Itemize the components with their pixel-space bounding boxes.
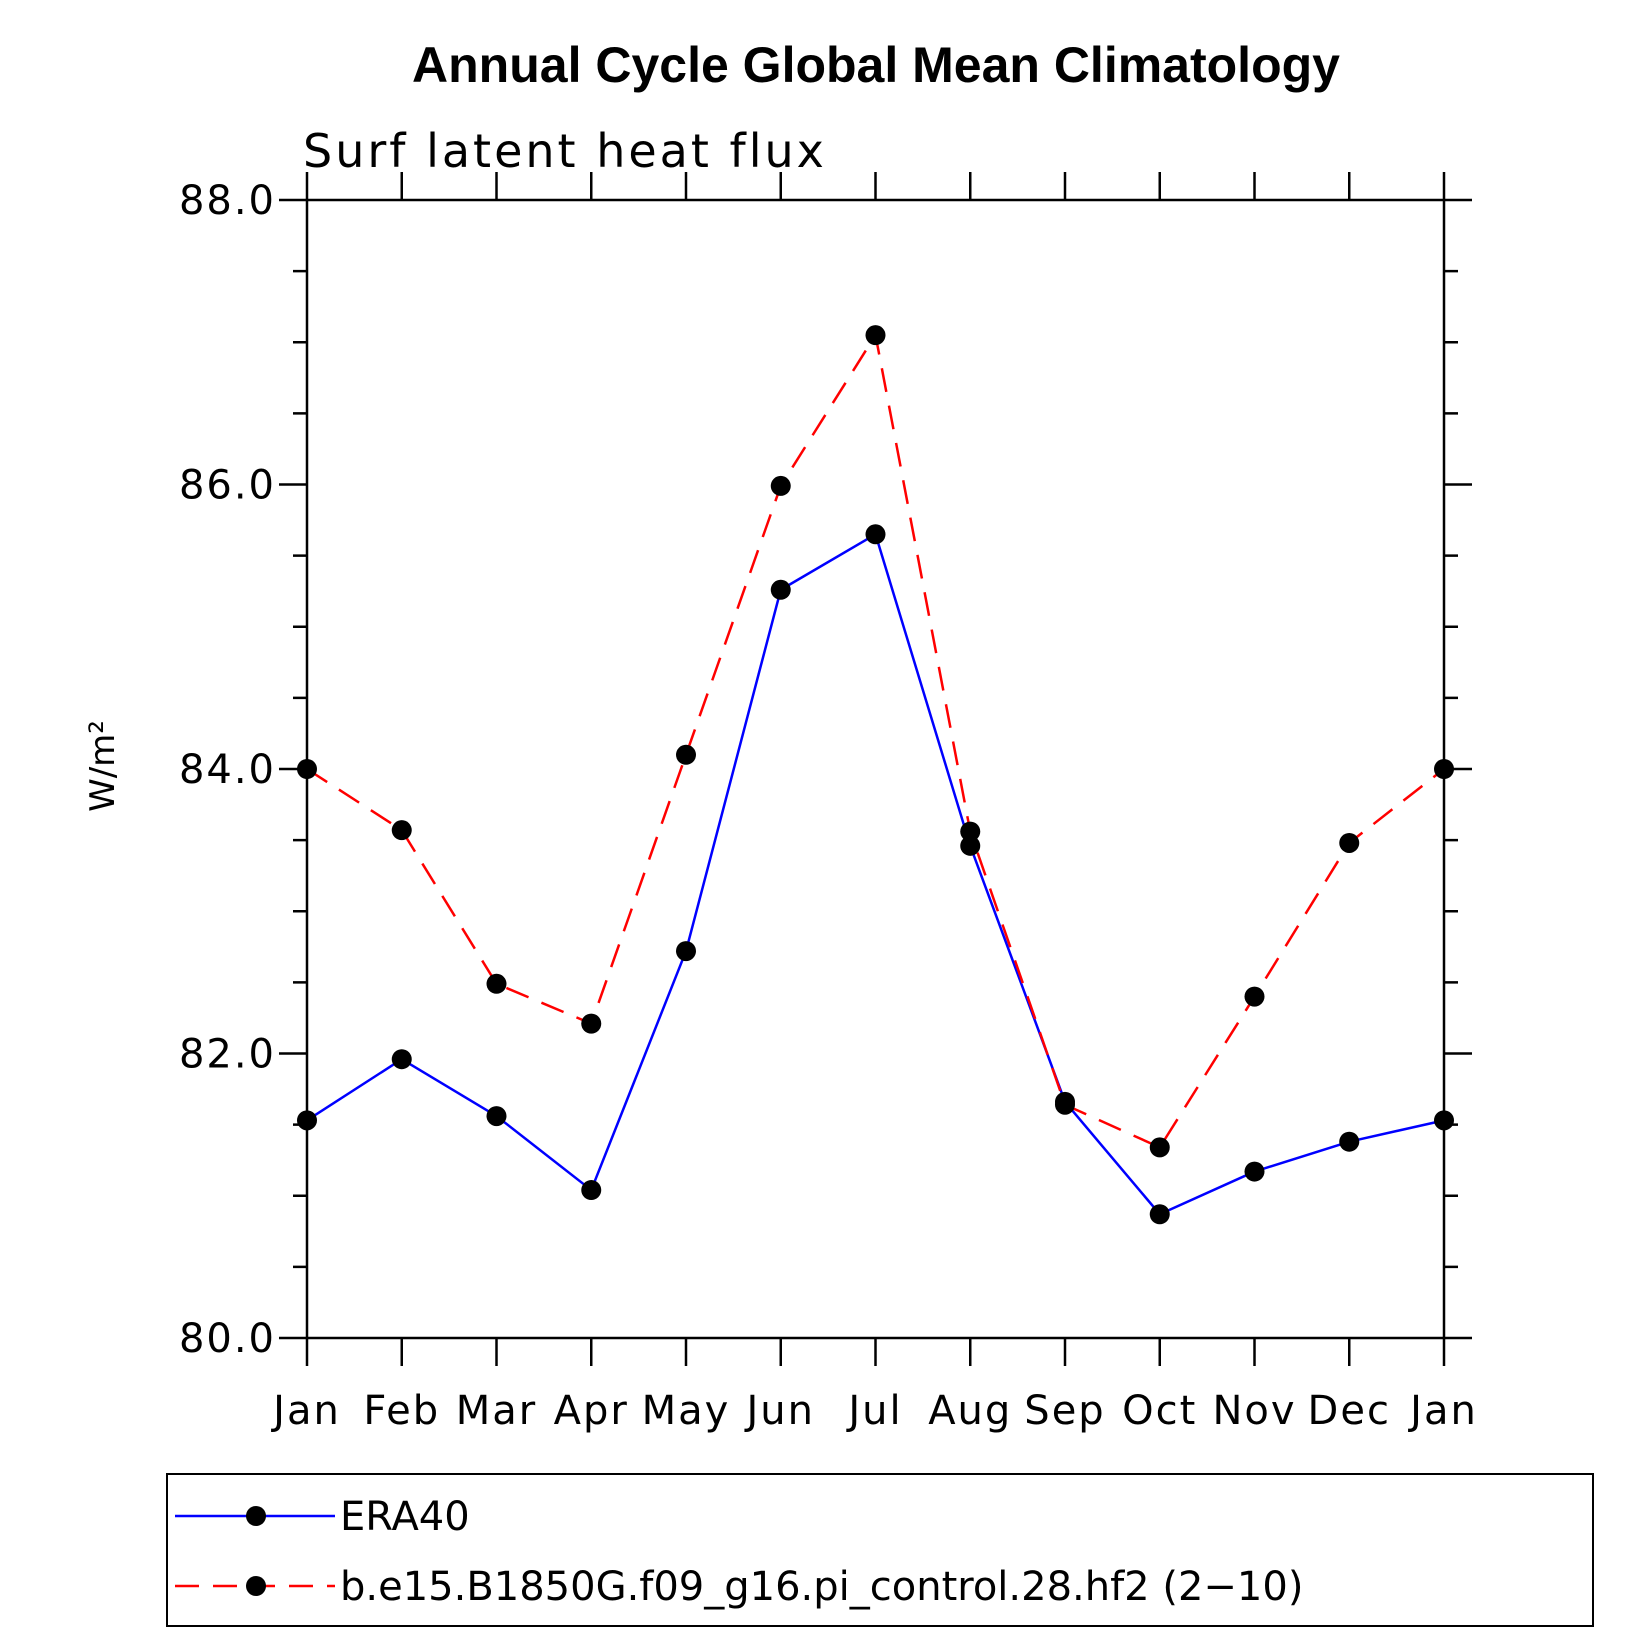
data-point-series-1	[297, 759, 317, 779]
data-point-series-0	[1244, 1161, 1265, 1182]
chart-title: Annual Cycle Global Mean Climatology	[412, 37, 1340, 93]
data-point-series-0	[391, 1049, 412, 1070]
data-point-series-1	[391, 820, 412, 841]
data-point-series-1	[676, 744, 696, 765]
data-point-series-1	[486, 973, 507, 994]
x-tick-label: Jan	[1407, 1388, 1478, 1434]
x-tick-label: Oct	[1122, 1388, 1197, 1434]
legend-label-0: ERA40	[340, 1494, 470, 1540]
y-tick-label: 86.0	[179, 463, 276, 509]
x-tick-label: Apr	[554, 1388, 629, 1434]
y-tick-label: 84.0	[179, 747, 276, 793]
data-point-series-0	[1434, 1110, 1454, 1131]
x-tick-label: Jun	[744, 1388, 816, 1434]
chart-subtitle: Surf latent heat flux	[303, 124, 827, 178]
series-line-1	[306, 333, 1445, 1149]
data-point-series-1	[581, 1013, 602, 1034]
data-point-series-0	[865, 524, 886, 545]
y-tick-label: 88.0	[179, 178, 276, 224]
data-point-series-0	[581, 1180, 602, 1201]
legend-box	[166, 1473, 1594, 1627]
x-tick-label: Jan	[270, 1388, 341, 1434]
data-point-series-0	[676, 941, 696, 962]
data-point-series-0	[770, 579, 791, 600]
y-axis-label: W/m²	[83, 720, 123, 812]
x-tick-label: May	[642, 1388, 731, 1434]
x-tick-label: Nov	[1212, 1388, 1296, 1434]
data-point-series-1	[1149, 1137, 1170, 1158]
data-point-series-1	[1434, 759, 1454, 779]
data-point-series-0	[1339, 1131, 1360, 1152]
data-point-series-1	[865, 325, 886, 346]
y-tick-label: 82.0	[179, 1032, 276, 1078]
legend: ERA40 b.e15.B1850G.f09_g16.pi_control.28.…	[166, 1473, 1594, 1627]
data-point-series-1	[770, 475, 791, 496]
y-tick-label: 80.0	[179, 1316, 276, 1362]
plot-frame	[305, 198, 1446, 1340]
data-point-series-0	[297, 1110, 317, 1131]
x-tick-label: Mar	[456, 1388, 537, 1434]
data-point-series-0	[1149, 1204, 1170, 1225]
data-point-series-0	[960, 835, 981, 856]
data-point-series-0	[486, 1106, 507, 1127]
legend-marker-0	[246, 1506, 266, 1526]
x-tick-label: Aug	[928, 1388, 1012, 1434]
data-point-series-1	[1339, 832, 1360, 853]
legend-marker-1	[246, 1576, 266, 1596]
legend-label-1: b.e15.B1850G.f09_g16.pi_control.28.hf2 (…	[340, 1564, 1303, 1610]
x-tick-label: Jul	[845, 1388, 902, 1434]
x-tick-label: Dec	[1308, 1388, 1391, 1434]
series-line-0	[306, 533, 1445, 1216]
data-point-series-1	[1244, 986, 1265, 1007]
x-tick-label: Sep	[1024, 1388, 1105, 1434]
x-tick-label: Feb	[363, 1388, 440, 1434]
data-point-series-1	[960, 821, 981, 842]
data-point-series-1	[1055, 1094, 1075, 1115]
